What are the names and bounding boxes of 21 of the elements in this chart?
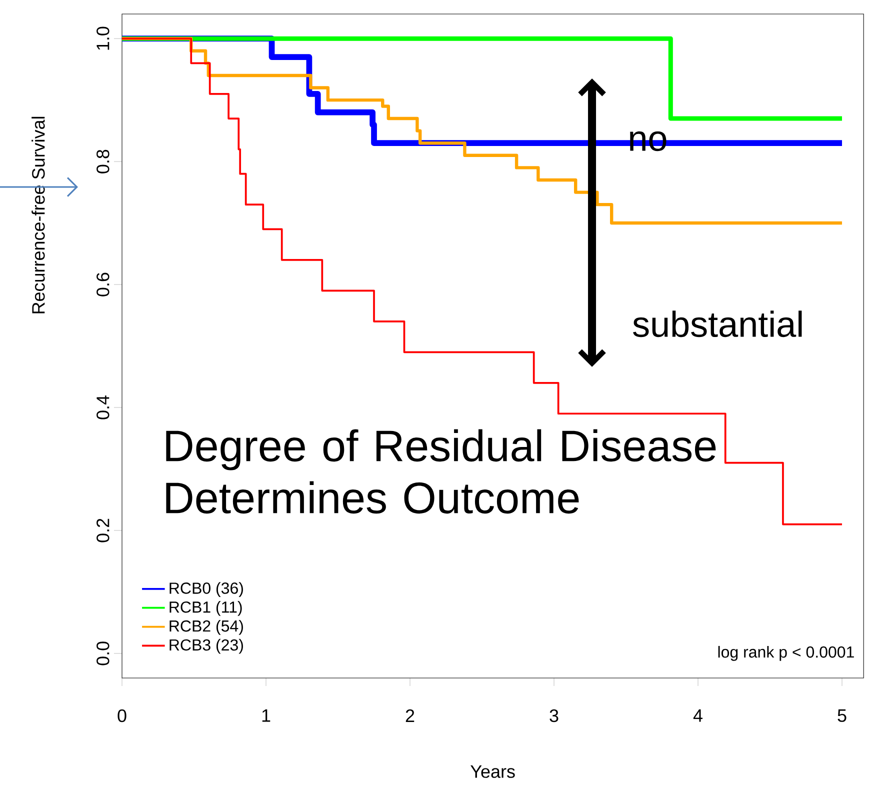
legend-label: RCB3 (23)	[170, 638, 243, 654]
y-tick-label: 0.2	[96, 518, 110, 542]
x-tick-label: 2	[406, 709, 414, 722]
y-tick-label: 0.0	[96, 642, 110, 666]
annotation: Degree of Residual Disease Determines Outcome	[166, 429, 716, 514]
x-tick-label: 4	[693, 709, 702, 722]
legend-label: RCB2 (54)	[170, 620, 243, 635]
legend-label: RCB0 (36)	[170, 582, 243, 598]
y-tick-label: 0.4	[96, 395, 110, 420]
annotation: log rank p < 0.0001	[718, 646, 854, 661]
x-tick-label: 1	[262, 709, 270, 722]
x-tick-label: 0	[118, 709, 126, 722]
x-tick-label: 5	[838, 709, 846, 722]
x-axis-title: Years	[470, 765, 515, 778]
annotation: substantial	[633, 310, 802, 338]
legend-label: RCB1 (11)	[170, 601, 242, 616]
y-axis-title: Recurrence-free Survival	[32, 116, 45, 314]
y-tick-label: 0.6	[96, 272, 110, 296]
y-tick-label: 1.0	[96, 26, 110, 50]
y-tick-label: 0.8	[96, 150, 110, 174]
x-tick-label: 3	[550, 709, 558, 722]
